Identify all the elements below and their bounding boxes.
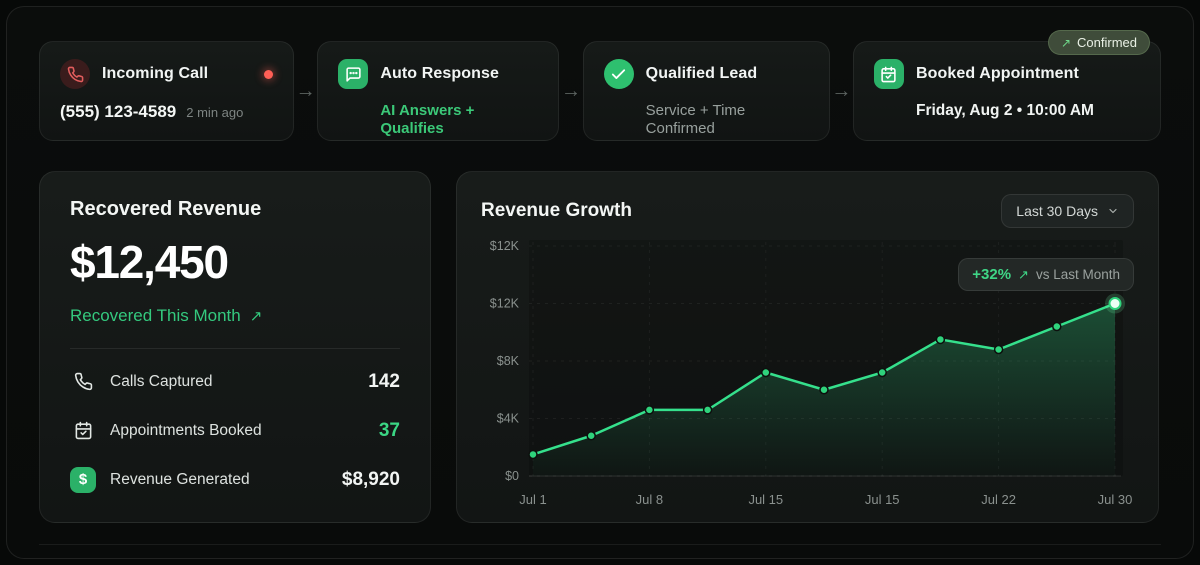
workflow-card-auto-response: Auto Response AI Answers + Qualifies	[317, 41, 560, 141]
calendar-check-icon	[70, 421, 96, 440]
calendar-check-icon	[873, 59, 904, 89]
stat-label: Revenue Generated	[110, 470, 250, 488]
workflow-row: Incoming Call (555) 123-4589 2 min ago →…	[39, 30, 1161, 141]
svg-text:Jul 15: Jul 15	[748, 492, 783, 507]
svg-text:$12K: $12K	[490, 239, 520, 253]
revenue-growth-card: Revenue Growth Last 30 Days $12K $12K $8K $…	[456, 171, 1159, 523]
workflow-step-title: Booked Appointment	[915, 65, 1079, 82]
arrow-up-right-icon: ↗	[1018, 266, 1029, 282]
workflow-card-qualified-lead: Qualified Lead Service + Time Confirmed	[582, 41, 830, 141]
arrow-up-right-icon: ↗	[1060, 35, 1072, 50]
recovered-revenue-title: Recovered Revenue	[70, 198, 262, 220]
workflow-step-title: Qualified Lead	[645, 65, 758, 82]
svg-text:Jul 1: Jul 1	[519, 492, 546, 507]
chat-bubble-icon	[338, 59, 369, 89]
workflow-card-booked-appointment: ↗ Confirmed Booked Appointment Friday, A…	[852, 30, 1161, 141]
date-range-dropdown[interactable]: Last 30 Days	[1001, 194, 1134, 228]
dollar-icon: $	[70, 466, 96, 493]
recovered-this-month-link[interactable]: Recovered This Month ↗	[70, 306, 400, 326]
phone-incoming-icon	[60, 59, 90, 89]
caller-phone-number: (555) 123-4589	[60, 102, 177, 121]
stat-value: $8,920	[341, 468, 400, 490]
svg-text:$12K: $12K	[490, 297, 520, 311]
growth-delta-value: +32%	[972, 266, 1012, 283]
svg-text:$4K: $4K	[497, 412, 520, 426]
auto-response-subtitle: AI Answers + Qualifies	[380, 102, 475, 137]
stat-value: 37	[378, 419, 400, 441]
qualified-lead-subtitle: Service + Time Confirmed	[645, 102, 746, 137]
recovered-revenue-card: Recovered Revenue $12,450 Recovered This…	[39, 171, 431, 523]
flow-arrow-icon: →	[560, 79, 581, 102]
stat-row-revenue-generated: $ Revenue Generated $8,920	[70, 455, 400, 504]
appointment-datetime: Friday, Aug 2 • 10:00 AM	[915, 102, 1094, 119]
stat-label: Appointments Booked	[110, 421, 262, 439]
revenue-growth-chart: $12K $12K $8K $4K $0 Jul 1 Jul 8 Jul 15 Jul 15 Ju…	[481, 232, 1134, 514]
svg-text:$8K: $8K	[497, 354, 520, 368]
phone-icon	[70, 372, 96, 391]
stat-row-appointments-booked: Appointments Booked 37	[70, 406, 400, 455]
svg-text:Jul 8: Jul 8	[636, 492, 663, 507]
stat-label: Calls Captured	[110, 372, 213, 390]
divider	[70, 348, 400, 349]
workflow-step-title: Auto Response	[380, 65, 499, 82]
growth-delta-suffix: vs Last Month	[1035, 267, 1120, 282]
date-range-label: Last 30 Days	[1016, 203, 1098, 219]
check-circle-icon	[603, 59, 634, 89]
stat-value: 142	[368, 370, 400, 392]
svg-text:Jul 30: Jul 30	[1098, 492, 1133, 507]
growth-delta-badge: +32% ↗ vs Last Month	[958, 258, 1134, 291]
svg-text:$0: $0	[505, 469, 519, 483]
recovered-link-label: Recovered This Month	[70, 306, 241, 325]
workflow-step-title: Incoming Call	[102, 65, 209, 82]
flow-arrow-icon: →	[295, 79, 316, 102]
dashboard-frame: Incoming Call (555) 123-4589 2 min ago →…	[6, 6, 1194, 559]
svg-text:Jul 15: Jul 15	[865, 492, 900, 507]
flow-arrow-icon: →	[831, 79, 852, 102]
call-timestamp: 2 min ago	[186, 105, 244, 120]
chevron-down-icon	[1109, 208, 1117, 214]
stat-row-calls-captured: Calls Captured 142	[70, 357, 400, 406]
live-indicator-dot	[264, 69, 273, 79]
confirmed-badge-label: Confirmed	[1077, 35, 1137, 50]
svg-text:Jul 22: Jul 22	[981, 492, 1016, 507]
workflow-card-incoming-call: Incoming Call (555) 123-4589 2 min ago	[39, 41, 294, 141]
revenue-growth-title: Revenue Growth	[481, 200, 632, 221]
recovered-amount: $12,450	[70, 236, 229, 288]
bottom-section-divider	[39, 544, 1161, 545]
confirmed-badge: ↗ Confirmed	[1047, 30, 1150, 55]
arrow-up-right-icon: ↗	[249, 308, 263, 325]
